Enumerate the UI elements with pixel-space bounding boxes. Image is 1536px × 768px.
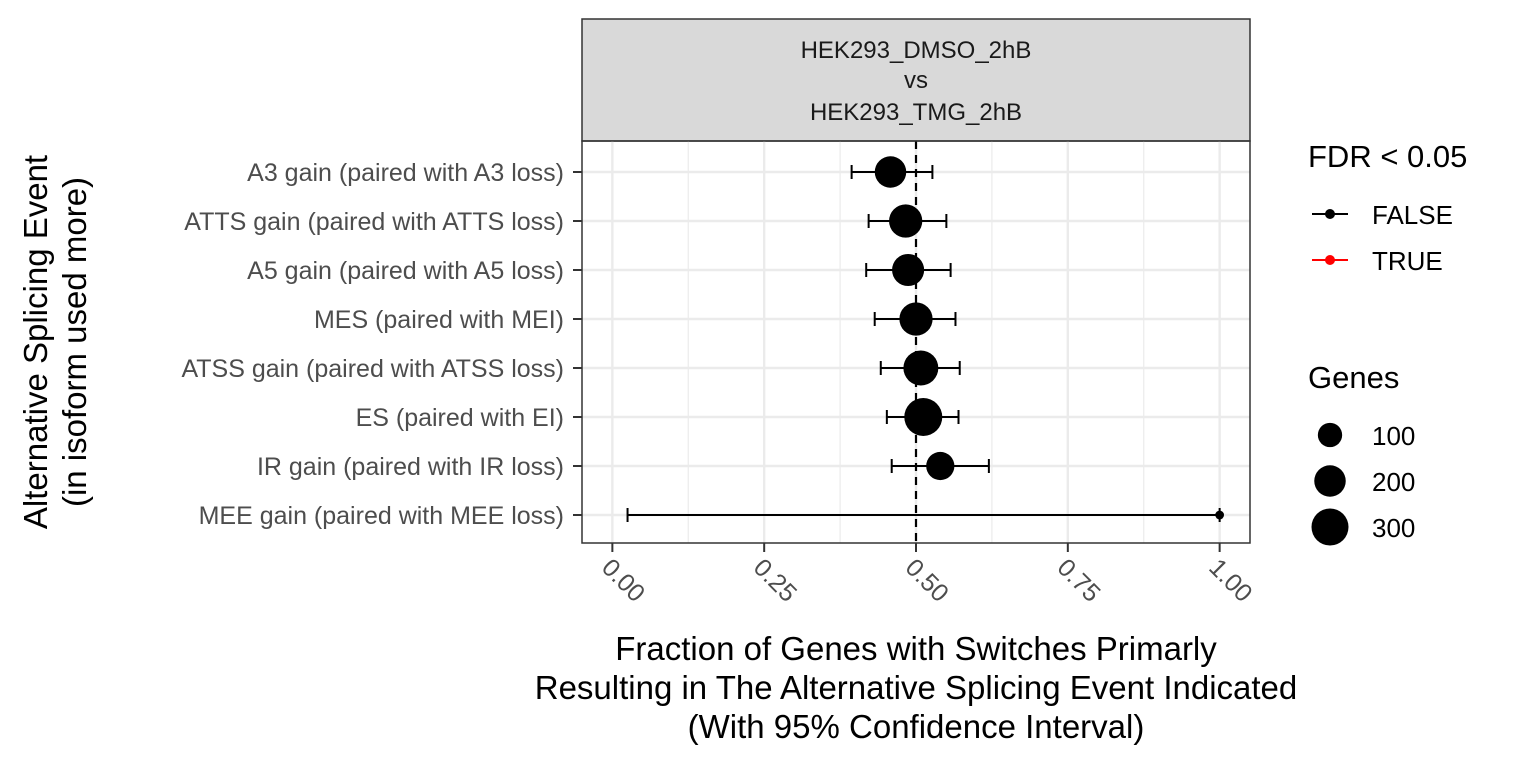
data-point <box>903 350 939 386</box>
legend-fdr-label: FALSE <box>1372 200 1453 230</box>
legend-fdr-label: TRUE <box>1372 246 1443 276</box>
y-tick-label: A5 gain (paired with A5 loss) <box>247 257 564 285</box>
x-axis-title-line-1: Fraction of Genes with Switches Primarly <box>615 630 1217 667</box>
y-tick-label: ES (paired with EI) <box>356 404 564 432</box>
x-tick-label: 0.50 <box>900 553 954 607</box>
y-axis-title-line-1: Alternative Splicing Event <box>17 155 54 529</box>
x-tick-label: 0.00 <box>596 553 650 607</box>
facet-label-line-2: vs <box>904 67 928 94</box>
data-point <box>889 204 923 238</box>
x-tick-labels: 0.00 0.25 0.50 0.75 1.00 <box>596 543 1258 608</box>
data-point <box>904 398 943 436</box>
y-axis-title-line-2: (in isoform used more) <box>56 177 93 507</box>
legend-genes-key <box>1311 508 1349 546</box>
data-point <box>874 156 907 188</box>
y-tick-labels: A3 gain (paired with A3 loss) ATTS gain (… <box>181 159 582 530</box>
data-point <box>899 302 933 336</box>
legend-genes-title: Genes <box>1308 360 1399 395</box>
legend-genes-label: 300 <box>1372 513 1415 543</box>
x-axis-title-line-3: (With 95% Confidence Interval) <box>688 708 1145 745</box>
legend-genes-label: 100 <box>1372 421 1415 451</box>
facet-label-line-3: HEK293_TMG_2hB <box>810 99 1022 126</box>
y-tick-label: A3 gain (paired with A3 loss) <box>247 159 564 187</box>
facet-strip <box>581 18 1251 142</box>
legend-genes-key <box>1314 465 1346 497</box>
y-tick-label: MEE gain (paired with MEE loss) <box>199 502 564 530</box>
facet-label-line-1: HEK293_DMSO_2hB <box>801 37 1032 64</box>
legend-fdr-key-point <box>1325 255 1335 265</box>
data-point <box>926 451 955 481</box>
x-tick-label: 1.00 <box>1203 553 1257 607</box>
x-tick-label: 0.25 <box>748 553 802 607</box>
legend-genes-label: 200 <box>1372 467 1415 497</box>
y-tick-label: ATTS gain (paired with ATTS loss) <box>184 208 564 236</box>
data-point <box>892 253 925 287</box>
legend-fdr-title: FDR < 0.05 <box>1308 139 1467 174</box>
y-tick-label: ATSS gain (paired with ATSS loss) <box>181 355 564 383</box>
error-bars <box>626 165 1221 522</box>
legend-fdr: FDR < 0.05 FALSE TRUE <box>1308 139 1467 276</box>
x-tick-label: 0.75 <box>1052 553 1106 607</box>
y-tick-label: IR gain (paired with IR loss) <box>257 453 564 481</box>
x-axis-title-line-2: Resulting in The Alternative Splicing Ev… <box>535 669 1298 706</box>
legend-fdr-key-point <box>1325 209 1335 219</box>
data-point <box>1215 510 1225 520</box>
points <box>874 156 1225 520</box>
legend-genes-key <box>1317 422 1343 448</box>
y-tick-label: MES (paired with MEI) <box>314 306 564 334</box>
legend-genes: Genes 100 200 300 <box>1308 360 1415 546</box>
